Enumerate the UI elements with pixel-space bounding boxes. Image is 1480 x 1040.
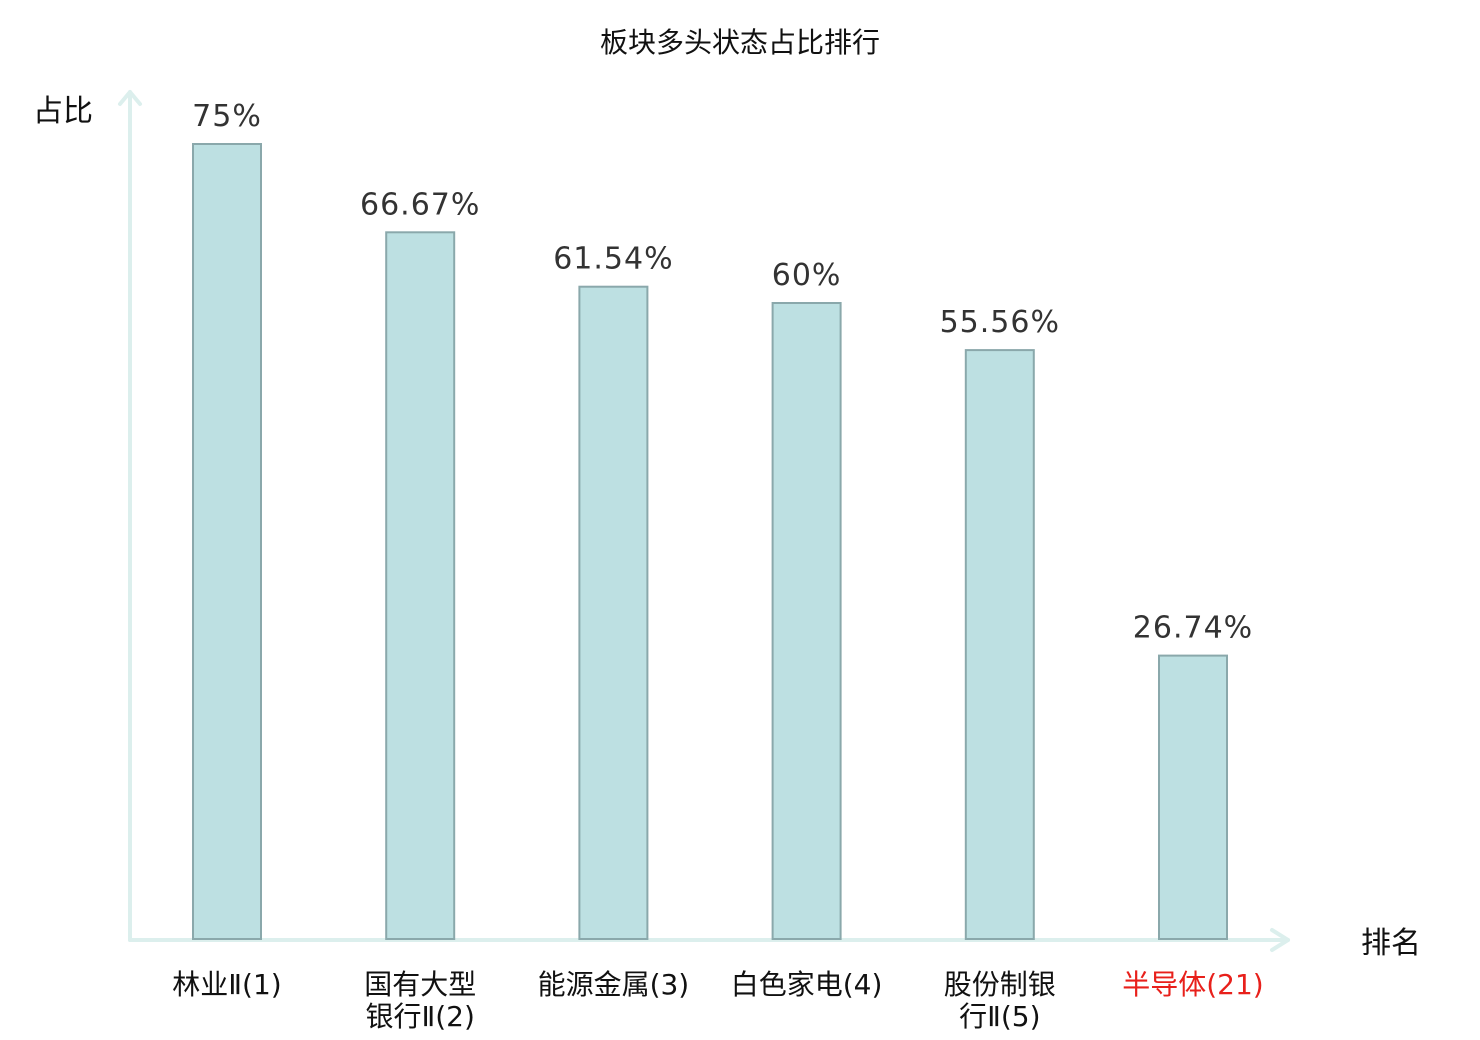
x-axis-arrow bbox=[1270, 928, 1290, 952]
bar-3 bbox=[578, 285, 649, 940]
category-label-1: 林业Ⅱ(1) bbox=[172, 968, 281, 1001]
category-label-5: 股份制银行Ⅱ(5) bbox=[944, 968, 1056, 1033]
value-label-3: 61.54% bbox=[553, 242, 673, 277]
bar-6 bbox=[1158, 654, 1228, 940]
bar-2 bbox=[385, 231, 456, 941]
x-axis-label: 排名 bbox=[1361, 926, 1421, 961]
value-label-2: 66.67% bbox=[360, 187, 480, 222]
value-label-1: 75% bbox=[192, 99, 262, 134]
category-label-2: 国有大型银行Ⅱ(2) bbox=[364, 968, 476, 1033]
category-labels-group: 林业Ⅱ(1) 国有大型银行Ⅱ(2) 能源金属(3) 白色家电(4) 股份制银行Ⅱ(5) 半… bbox=[172, 968, 1263, 1033]
bar-1 bbox=[192, 143, 262, 940]
bar-5 bbox=[964, 349, 1035, 941]
value-labels-group: 75% 66.67% 61.54% 60% 55.56% 26.74% bbox=[192, 99, 1253, 646]
value-label-4: 60% bbox=[772, 258, 842, 293]
y-axis-arrow bbox=[118, 90, 142, 106]
value-label-5: 55.56% bbox=[940, 305, 1060, 340]
category-label-6: 半导体(21) bbox=[1122, 968, 1263, 1001]
category-label-4: 白色家电(4) bbox=[731, 968, 883, 1001]
y-axis-label: 占比 bbox=[33, 94, 93, 129]
category-label-3: 能源金属(3) bbox=[538, 968, 690, 1001]
value-label-6: 26.74% bbox=[1133, 611, 1253, 646]
bars-group bbox=[192, 143, 1228, 941]
bar-4 bbox=[771, 302, 842, 940]
chart-title: 板块多头状态占比排行 bbox=[600, 26, 880, 59]
